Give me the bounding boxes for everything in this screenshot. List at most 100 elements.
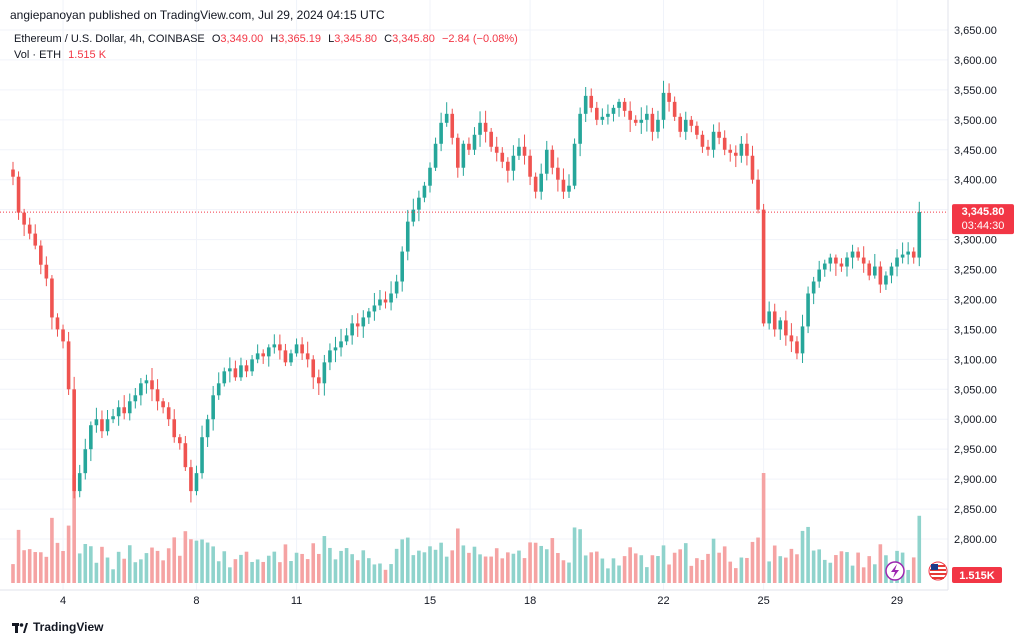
volume-bar — [439, 542, 443, 583]
volume-bar — [66, 525, 71, 583]
volume-bar — [178, 555, 182, 583]
candle-body — [83, 449, 88, 474]
candle-body — [100, 419, 104, 432]
volume-title[interactable]: Vol · ETH — [14, 49, 62, 61]
candle-body — [717, 131, 721, 138]
candle-body — [255, 353, 260, 360]
volume-bar — [350, 554, 354, 583]
candle-body — [250, 359, 254, 372]
volume-bar — [127, 545, 132, 583]
volume-bar — [917, 515, 922, 583]
volume-bar — [372, 564, 377, 583]
volume-bars — [11, 473, 922, 583]
time-tick-label: 18 — [524, 595, 536, 607]
volume-bar — [706, 553, 710, 583]
candle-body — [745, 143, 749, 156]
us-flag-icon[interactable] — [928, 561, 948, 581]
symbol-title[interactable]: Ethereum / U.S. Dollar, 4h, COINBASE — [14, 33, 205, 45]
volume-bar — [183, 531, 188, 583]
volume-bar — [750, 541, 755, 583]
volume-bar — [678, 549, 682, 583]
volume-bar — [622, 556, 627, 583]
tradingview-logo[interactable]: TradingView — [12, 620, 103, 634]
volume-bar — [105, 557, 110, 583]
candle-body — [606, 113, 610, 117]
price-tick-label: 2,900.00 — [954, 474, 997, 486]
candle-body — [55, 317, 60, 330]
volume-bar — [27, 549, 32, 583]
volume-bar — [561, 560, 566, 583]
volume-bar — [867, 556, 872, 583]
volume-bar — [739, 557, 744, 583]
time-axis[interactable]: 4 8 11 15 18 22 25 29 — [60, 595, 903, 607]
candle-body — [72, 389, 76, 492]
price-badge-bg — [952, 204, 1014, 235]
volume-bar — [861, 567, 866, 583]
candle-body — [734, 152, 738, 156]
volume-bar — [278, 562, 282, 583]
close-value: 3,345.80 — [392, 33, 435, 45]
volume-bar — [511, 553, 516, 583]
candle-body — [328, 350, 332, 363]
candle-body — [11, 169, 15, 177]
candle-body — [344, 335, 349, 342]
volume-bar — [422, 552, 427, 583]
volume-bar — [244, 551, 249, 583]
volume-bar — [77, 553, 82, 583]
volume-bar — [517, 550, 521, 583]
lightning-icon[interactable] — [885, 561, 905, 581]
candle-body — [489, 131, 493, 147]
volume-bar — [55, 542, 60, 583]
candle-body — [678, 116, 682, 132]
volume-bar — [261, 561, 265, 583]
volume-bar — [44, 556, 49, 583]
candle-body — [133, 395, 138, 402]
candle-body — [528, 155, 532, 177]
candle-body — [645, 113, 649, 120]
candle-body — [211, 395, 215, 420]
price-tick-label: 2,950.00 — [954, 444, 997, 456]
candle-body — [789, 335, 794, 342]
volume-bar — [656, 556, 660, 583]
volume-bar — [33, 552, 38, 583]
candle-body — [244, 365, 249, 372]
volume-bar — [834, 555, 838, 583]
volume-bar — [155, 550, 160, 583]
volume-bar — [467, 552, 471, 583]
volume-bar — [344, 548, 349, 583]
open-value: 3,349.00 — [220, 33, 264, 45]
volume-bar — [494, 548, 499, 583]
volume-bar — [878, 544, 883, 583]
volume-bar — [789, 548, 794, 583]
candle-body — [906, 251, 910, 255]
volume-bar — [378, 563, 382, 583]
candle-body — [428, 167, 432, 186]
candle-body — [44, 264, 49, 279]
candle-body — [272, 344, 277, 348]
candle-body — [711, 131, 716, 150]
volume-bar — [717, 552, 721, 583]
candle-body — [878, 266, 883, 285]
volume-bar — [94, 562, 99, 583]
candle-body — [539, 173, 543, 192]
bar-countdown: 03:44:30 — [962, 220, 1005, 232]
price-axis[interactable]: 3,650.00 3,600.00 3,550.00 3,500.00 3,450.00… — [954, 25, 997, 546]
volume-bar — [16, 529, 21, 583]
price-tick-label: 3,200.00 — [954, 294, 997, 306]
volume-bar — [583, 555, 588, 583]
time-tick-label: 15 — [424, 595, 436, 607]
volume-bar — [383, 569, 388, 583]
candle-body — [834, 257, 838, 264]
candle-body — [884, 275, 888, 285]
candle-body — [127, 401, 132, 414]
symbol-legend[interactable]: Ethereum / U.S. Dollar, 4h, COINBASE O3,… — [14, 33, 518, 45]
volume-bar — [845, 552, 849, 583]
candle-body — [16, 176, 21, 213]
candle-body — [350, 323, 354, 336]
candle-body — [300, 344, 304, 354]
candle-body — [144, 380, 149, 384]
volume-bar — [661, 545, 666, 583]
candle-body — [422, 185, 427, 198]
volume-legend[interactable]: Vol · ETH 1.515 K — [14, 49, 106, 61]
